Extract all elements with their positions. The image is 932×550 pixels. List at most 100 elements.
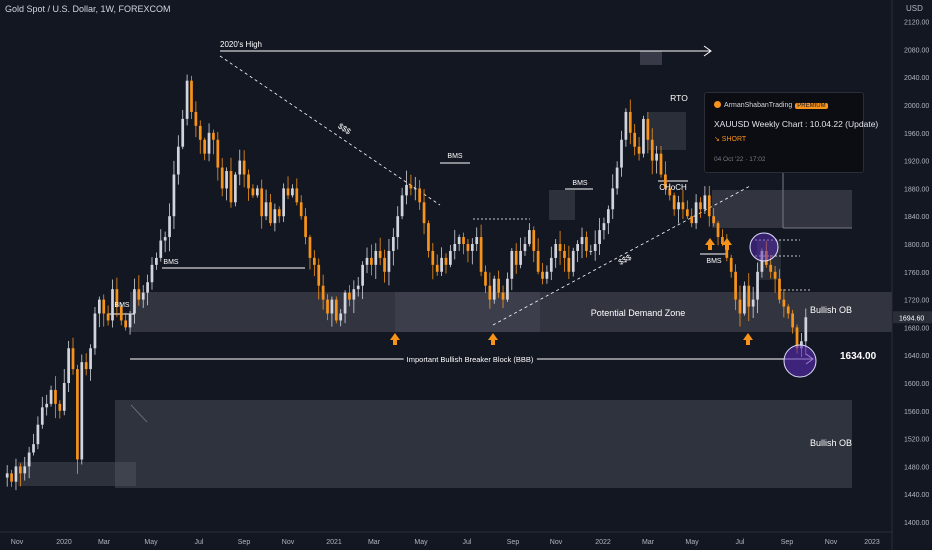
bms-label-2: BMS xyxy=(163,259,179,266)
zones-layer xyxy=(18,51,892,488)
author-name[interactable]: ArmanShabanTrading xyxy=(724,102,793,109)
candle-165 xyxy=(729,254,733,278)
author-avatar xyxy=(714,101,721,108)
candle-146 xyxy=(646,112,650,154)
y-tick-label: 2080.00 xyxy=(904,47,929,54)
candle-176 xyxy=(778,269,781,304)
candle-116 xyxy=(514,243,518,274)
candle-88 xyxy=(391,228,395,266)
last-price-label: 1694.60 xyxy=(899,315,924,322)
candle-23 xyxy=(106,305,110,326)
candle-121 xyxy=(536,238,540,275)
candle-30 xyxy=(137,275,141,306)
candle-104 xyxy=(462,232,465,255)
candle-36 xyxy=(163,231,167,253)
candle-143 xyxy=(633,124,637,156)
candle-120 xyxy=(532,226,536,263)
x-tick-label: Nov xyxy=(550,539,563,546)
candle-118 xyxy=(523,236,527,256)
demand-arrow-icon-2 xyxy=(743,333,753,345)
candle-163 xyxy=(721,229,724,247)
bms-label-1: BMS xyxy=(114,302,130,309)
idea-date: 04 Oct '22 · 17:02 xyxy=(714,156,766,163)
candle-97 xyxy=(431,243,435,280)
candle-33 xyxy=(150,257,154,290)
candle-11 xyxy=(54,376,57,419)
candle-119 xyxy=(528,223,531,247)
candle-28 xyxy=(128,310,132,335)
candle-18 xyxy=(84,353,88,376)
candle-141 xyxy=(624,108,628,147)
idea-direction: ↘ SHORT xyxy=(714,136,747,143)
candle-69 xyxy=(308,234,312,270)
candle-109 xyxy=(484,265,487,294)
candle-20 xyxy=(93,307,97,355)
candle-0 xyxy=(5,465,9,487)
candle-73 xyxy=(326,294,329,321)
x-tick-label: Nov xyxy=(282,539,295,546)
candle-159 xyxy=(703,186,707,215)
y-tick-label: 1560.00 xyxy=(904,409,929,416)
y-tick-label: 1760.00 xyxy=(904,270,929,277)
demand-zone-overlap xyxy=(395,292,540,332)
candle-56 xyxy=(251,184,255,198)
candle-175 xyxy=(773,265,777,293)
highs-label: 2020's High xyxy=(220,40,262,49)
x-tick-label: Mar xyxy=(642,539,655,546)
premium-badge: PREMIUM xyxy=(795,103,828,109)
candle-19 xyxy=(89,344,92,381)
candle-10 xyxy=(49,385,53,407)
candle-89 xyxy=(396,206,400,250)
y-tick-label: 1840.00 xyxy=(904,214,929,221)
candle-168 xyxy=(743,281,746,316)
candle-39 xyxy=(176,135,180,185)
candle-94 xyxy=(418,180,422,210)
candle-135 xyxy=(598,218,601,255)
bms-label-5: BMS xyxy=(706,258,722,265)
candle-68 xyxy=(304,208,307,245)
y-tick-label: 1920.00 xyxy=(904,159,929,166)
x-tick-label: 2020 xyxy=(56,539,72,546)
candle-111 xyxy=(492,275,496,304)
candle-61 xyxy=(273,203,277,232)
candle-67 xyxy=(299,195,303,220)
bms-box xyxy=(549,190,575,220)
candle-82 xyxy=(365,247,369,274)
candle-46 xyxy=(207,123,211,162)
demand-arrow-icon-4 xyxy=(722,238,732,250)
candle-32 xyxy=(146,274,149,306)
highlight-circle-lower xyxy=(783,344,817,378)
candles-layer xyxy=(5,74,808,491)
x-tick-label: Sep xyxy=(781,539,794,546)
candle-152 xyxy=(672,192,676,216)
candle-169 xyxy=(747,273,751,322)
candle-139 xyxy=(615,161,619,195)
y-tick-label: 1960.00 xyxy=(904,131,929,138)
candle-96 xyxy=(427,220,430,258)
highlight-circle-upper xyxy=(749,232,779,262)
candle-57 xyxy=(255,185,259,198)
y-tick-label: 1680.00 xyxy=(904,325,929,332)
idea-card[interactable]: ArmanShabanTrading PREMIUM XAUUSD Weekly … xyxy=(704,92,878,173)
candle-4 xyxy=(23,456,27,481)
breaker-label: Important Bullish Breaker Block (BBB) xyxy=(407,355,534,364)
annotations-layer: 2020's HighBMSBMSBMSBMSBMS$$$$$$RTOCHoCH… xyxy=(114,40,876,448)
candle-79 xyxy=(352,280,356,314)
candle-85 xyxy=(378,237,382,266)
candle-144 xyxy=(637,136,641,161)
candle-42 xyxy=(190,75,193,119)
candle-71 xyxy=(317,258,321,300)
candle-12 xyxy=(58,400,62,419)
breaker-label-bg xyxy=(403,354,537,365)
candle-145 xyxy=(642,115,645,158)
candle-83 xyxy=(370,244,373,276)
candle-122 xyxy=(541,262,544,285)
candle-35 xyxy=(159,229,163,262)
bullish-ob-label-lower: Bullish OB xyxy=(810,438,852,448)
candle-100 xyxy=(444,253,448,274)
last-price-tag xyxy=(893,311,932,324)
candle-2 xyxy=(14,458,18,491)
candle-3 xyxy=(18,463,22,487)
